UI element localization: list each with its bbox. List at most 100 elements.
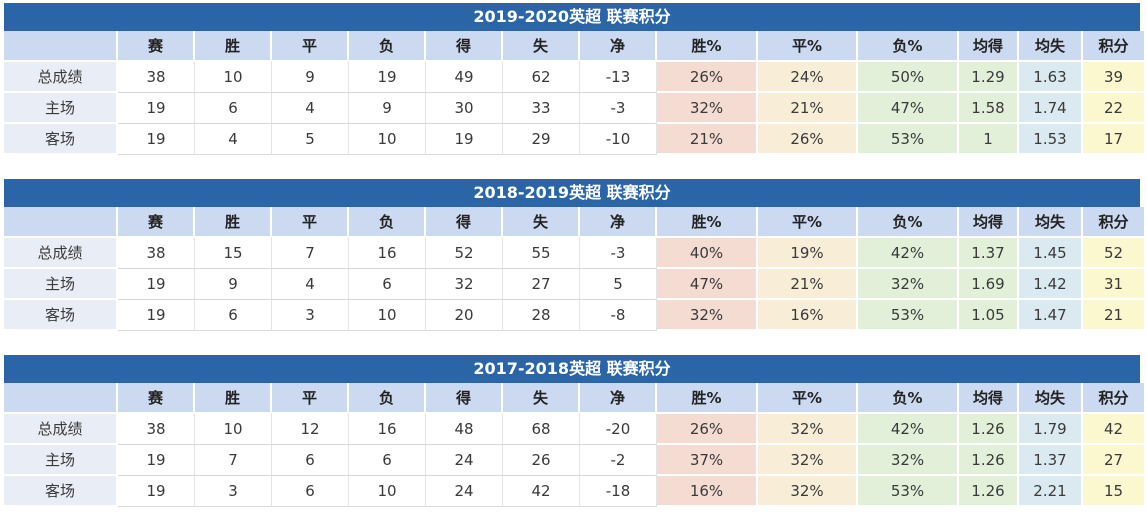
- table-row: 总成绩 38 10 12 16 48 68 -20 26% 32% 42% 1.26 1.79 42: [4, 414, 1144, 445]
- stat-cell: 68: [503, 414, 580, 445]
- stat-cell: 28: [503, 300, 580, 331]
- stat-cell: 42: [503, 476, 580, 507]
- stat-cell: 6: [272, 445, 349, 476]
- stat-cell: 32%: [758, 445, 858, 476]
- stat-cell: 3: [272, 300, 349, 331]
- stat-cell: 37%: [657, 445, 758, 476]
- stat-cell: 15: [1083, 476, 1144, 507]
- stat-cell: 32%: [758, 476, 858, 507]
- stat-cell: 3: [195, 476, 272, 507]
- column-header: 失: [503, 31, 580, 62]
- row-label: 总成绩: [4, 62, 118, 93]
- stat-cell: -2: [580, 445, 657, 476]
- stat-cell: 19%: [758, 238, 858, 269]
- stat-cell: 32%: [858, 269, 959, 300]
- table-row: 客场 19 3 6 10 24 42 -18 16% 32% 53% 1.26 2.21 15: [4, 476, 1144, 507]
- column-header: 平%: [758, 383, 858, 414]
- stat-cell: 32%: [657, 300, 758, 331]
- stat-cell: 38: [118, 238, 195, 269]
- column-header: 失: [503, 383, 580, 414]
- stat-cell: 27: [1083, 445, 1144, 476]
- stat-cell: 1.69: [959, 269, 1019, 300]
- stat-cell: 53%: [858, 476, 959, 507]
- stat-cell: 38: [118, 414, 195, 445]
- stat-cell: 7: [195, 445, 272, 476]
- stat-cell: 10: [349, 476, 426, 507]
- column-header: 平%: [758, 207, 858, 238]
- stat-cell: 30: [426, 93, 503, 124]
- column-header: 赛: [118, 383, 195, 414]
- table-row: 客场 19 6 3 10 20 28 -8 32% 16% 53% 1.05 1.47 21: [4, 300, 1144, 331]
- row-label: 主场: [4, 269, 118, 300]
- stat-cell: 16: [349, 414, 426, 445]
- column-header: 积分: [1083, 383, 1144, 414]
- column-header: 失: [503, 207, 580, 238]
- stat-cell: -3: [580, 93, 657, 124]
- stat-cell: 19: [118, 269, 195, 300]
- stat-cell: 6: [195, 93, 272, 124]
- stat-cell: 62: [503, 62, 580, 93]
- stat-cell: 20: [426, 300, 503, 331]
- stat-cell: 10: [349, 300, 426, 331]
- column-header: 净: [580, 207, 657, 238]
- stat-cell: 21: [1083, 300, 1144, 331]
- stat-cell: 21%: [657, 124, 758, 155]
- table-row: 主场 19 6 4 9 30 33 -3 32% 21% 47% 1.58 1.74 22: [4, 93, 1144, 124]
- stat-cell: 19: [118, 445, 195, 476]
- stat-cell: 1.37: [1019, 445, 1083, 476]
- stat-cell: 1.05: [959, 300, 1019, 331]
- column-header: 净: [580, 31, 657, 62]
- stat-cell: 1.37: [959, 238, 1019, 269]
- stat-cell: 24%: [758, 62, 858, 93]
- stat-cell: 1.26: [959, 476, 1019, 507]
- stat-cell: 31: [1083, 269, 1144, 300]
- season-title-bar: 2018-2019英超 联赛积分: [4, 179, 1140, 207]
- stat-cell: -3: [580, 238, 657, 269]
- column-header: 赛: [118, 207, 195, 238]
- corner-header: [4, 207, 118, 238]
- stat-cell: 1.47: [1019, 300, 1083, 331]
- stat-cell: 40%: [657, 238, 758, 269]
- column-header: 胜%: [657, 31, 758, 62]
- stat-cell: 1.29: [959, 62, 1019, 93]
- row-label: 总成绩: [4, 238, 118, 269]
- stat-cell: 12: [272, 414, 349, 445]
- stat-cell: 1.26: [959, 445, 1019, 476]
- stat-cell: 55: [503, 238, 580, 269]
- stat-cell: 9: [195, 269, 272, 300]
- column-header: 胜: [195, 207, 272, 238]
- stat-cell: 10: [195, 414, 272, 445]
- stat-cell: 4: [272, 269, 349, 300]
- stat-cell: 1.58: [959, 93, 1019, 124]
- stat-cell: 52: [1083, 238, 1144, 269]
- stat-cell: 53%: [858, 300, 959, 331]
- stat-cell: 26: [503, 445, 580, 476]
- stat-cell: 10: [195, 62, 272, 93]
- stat-cell: 21%: [758, 269, 858, 300]
- stat-cell: 16%: [657, 476, 758, 507]
- stat-cell: 1: [959, 124, 1019, 155]
- stat-cell: 1.26: [959, 414, 1019, 445]
- column-header: 均得: [959, 31, 1019, 62]
- stat-cell: 2.21: [1019, 476, 1083, 507]
- stat-cell: 6: [272, 476, 349, 507]
- stat-cell: 4: [195, 124, 272, 155]
- column-header: 积分: [1083, 207, 1144, 238]
- stat-cell: 33: [503, 93, 580, 124]
- stat-cell: 19: [118, 93, 195, 124]
- stat-cell: 26%: [657, 414, 758, 445]
- column-header: 胜%: [657, 383, 758, 414]
- column-header: 平: [272, 31, 349, 62]
- stat-cell: 32: [426, 269, 503, 300]
- stat-cell: 42%: [858, 238, 959, 269]
- stat-cell: 7: [272, 238, 349, 269]
- stat-cell: 49: [426, 62, 503, 93]
- season-stats-table: 赛胜平负得失净胜% 平% 负% 均得 均失 积分 总成绩 38 15 7 16 52 55 -3 40% 1…: [4, 207, 1144, 331]
- stat-cell: 53%: [858, 124, 959, 155]
- stat-cell: 38: [118, 62, 195, 93]
- stat-cell: 21%: [758, 93, 858, 124]
- column-header: 负%: [858, 31, 959, 62]
- table-row: 总成绩 38 10 9 19 49 62 -13 26% 24% 50% 1.29 1.63 39: [4, 62, 1144, 93]
- stat-cell: -8: [580, 300, 657, 331]
- table-row: 总成绩 38 15 7 16 52 55 -3 40% 19% 42% 1.37 1.45 52: [4, 238, 1144, 269]
